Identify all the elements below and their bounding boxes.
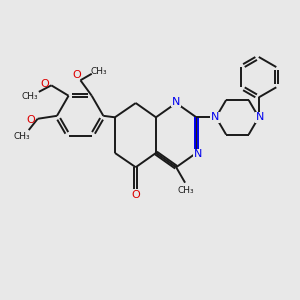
Text: O: O	[73, 70, 81, 80]
Text: O: O	[27, 115, 35, 125]
Text: CH₃: CH₃	[22, 92, 38, 101]
Text: O: O	[131, 190, 140, 200]
Text: N: N	[172, 97, 180, 107]
Text: O: O	[40, 79, 49, 89]
Text: CH₃: CH₃	[14, 132, 31, 141]
Text: CH₃: CH₃	[91, 67, 107, 76]
Text: N: N	[194, 149, 202, 159]
Text: N: N	[211, 112, 219, 122]
Text: CH₃: CH₃	[178, 186, 195, 195]
Text: N: N	[256, 112, 264, 122]
